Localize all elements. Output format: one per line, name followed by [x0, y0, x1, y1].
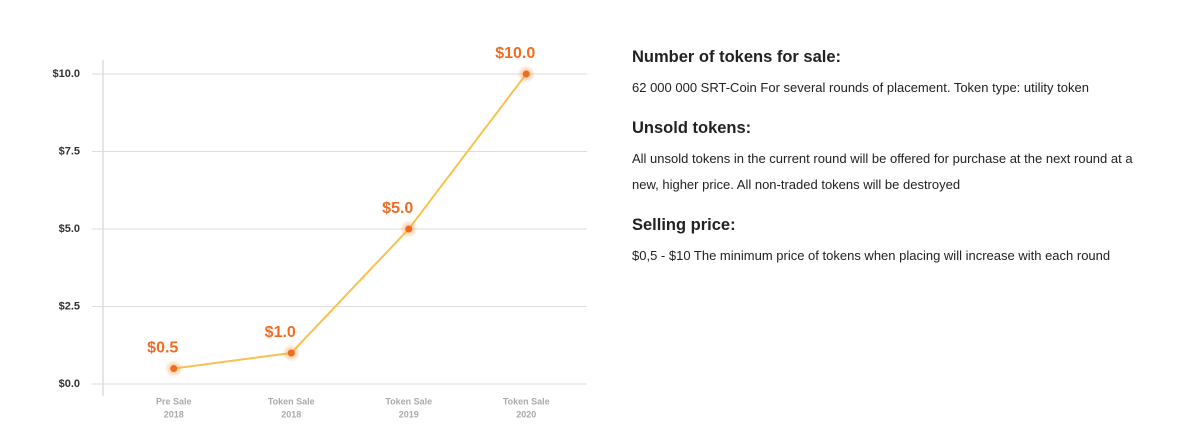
value-label: $5.0 — [382, 200, 413, 217]
y-tick-label: $7.5 — [59, 145, 80, 157]
marker — [522, 70, 530, 78]
info-panel: Number of tokens for sale: 62 000 000 SRT… — [632, 48, 1152, 287]
x-tick-label: 2020 — [516, 409, 536, 419]
marker — [287, 349, 295, 357]
value-label: $1.0 — [265, 324, 296, 341]
value-label: $10.0 — [495, 45, 535, 62]
x-tick-label: 2018 — [281, 409, 301, 419]
section-text: $0,5 - $10 The minimum price of tokens w… — [632, 248, 1111, 263]
section-heading: Unsold tokens: — [632, 119, 752, 137]
y-tick-label: $10.0 — [52, 68, 80, 80]
series-line — [173, 73, 528, 370]
chart: $0.0 $2.5 $5.0 $7.5 $10.0 Pre Sale 2018 Token S… — [52, 45, 587, 419]
x-tick-label: Token Sale — [503, 396, 550, 406]
section-heading: Selling price: — [632, 216, 736, 234]
y-tick-label: $2.5 — [59, 300, 80, 312]
x-tick-label: 2018 — [164, 409, 184, 419]
x-tick-label: Token Sale — [385, 396, 432, 406]
y-tick-label: $0.0 — [59, 378, 80, 390]
value-label: $0.5 — [147, 340, 178, 357]
marker — [170, 365, 178, 372]
section-text: 62 000 000 SRT-Coin For several rounds o… — [632, 80, 1089, 95]
y-tick-label: $5.0 — [59, 223, 80, 235]
x-tick-label: 2019 — [399, 409, 419, 419]
marker — [405, 225, 413, 233]
x-tick-label: Token Sale — [268, 396, 315, 406]
section-text: All unsold tokens in the current round w… — [632, 151, 1133, 192]
section-heading: Number of tokens for sale: — [632, 48, 842, 66]
x-tick-label: Pre Sale — [156, 396, 192, 406]
